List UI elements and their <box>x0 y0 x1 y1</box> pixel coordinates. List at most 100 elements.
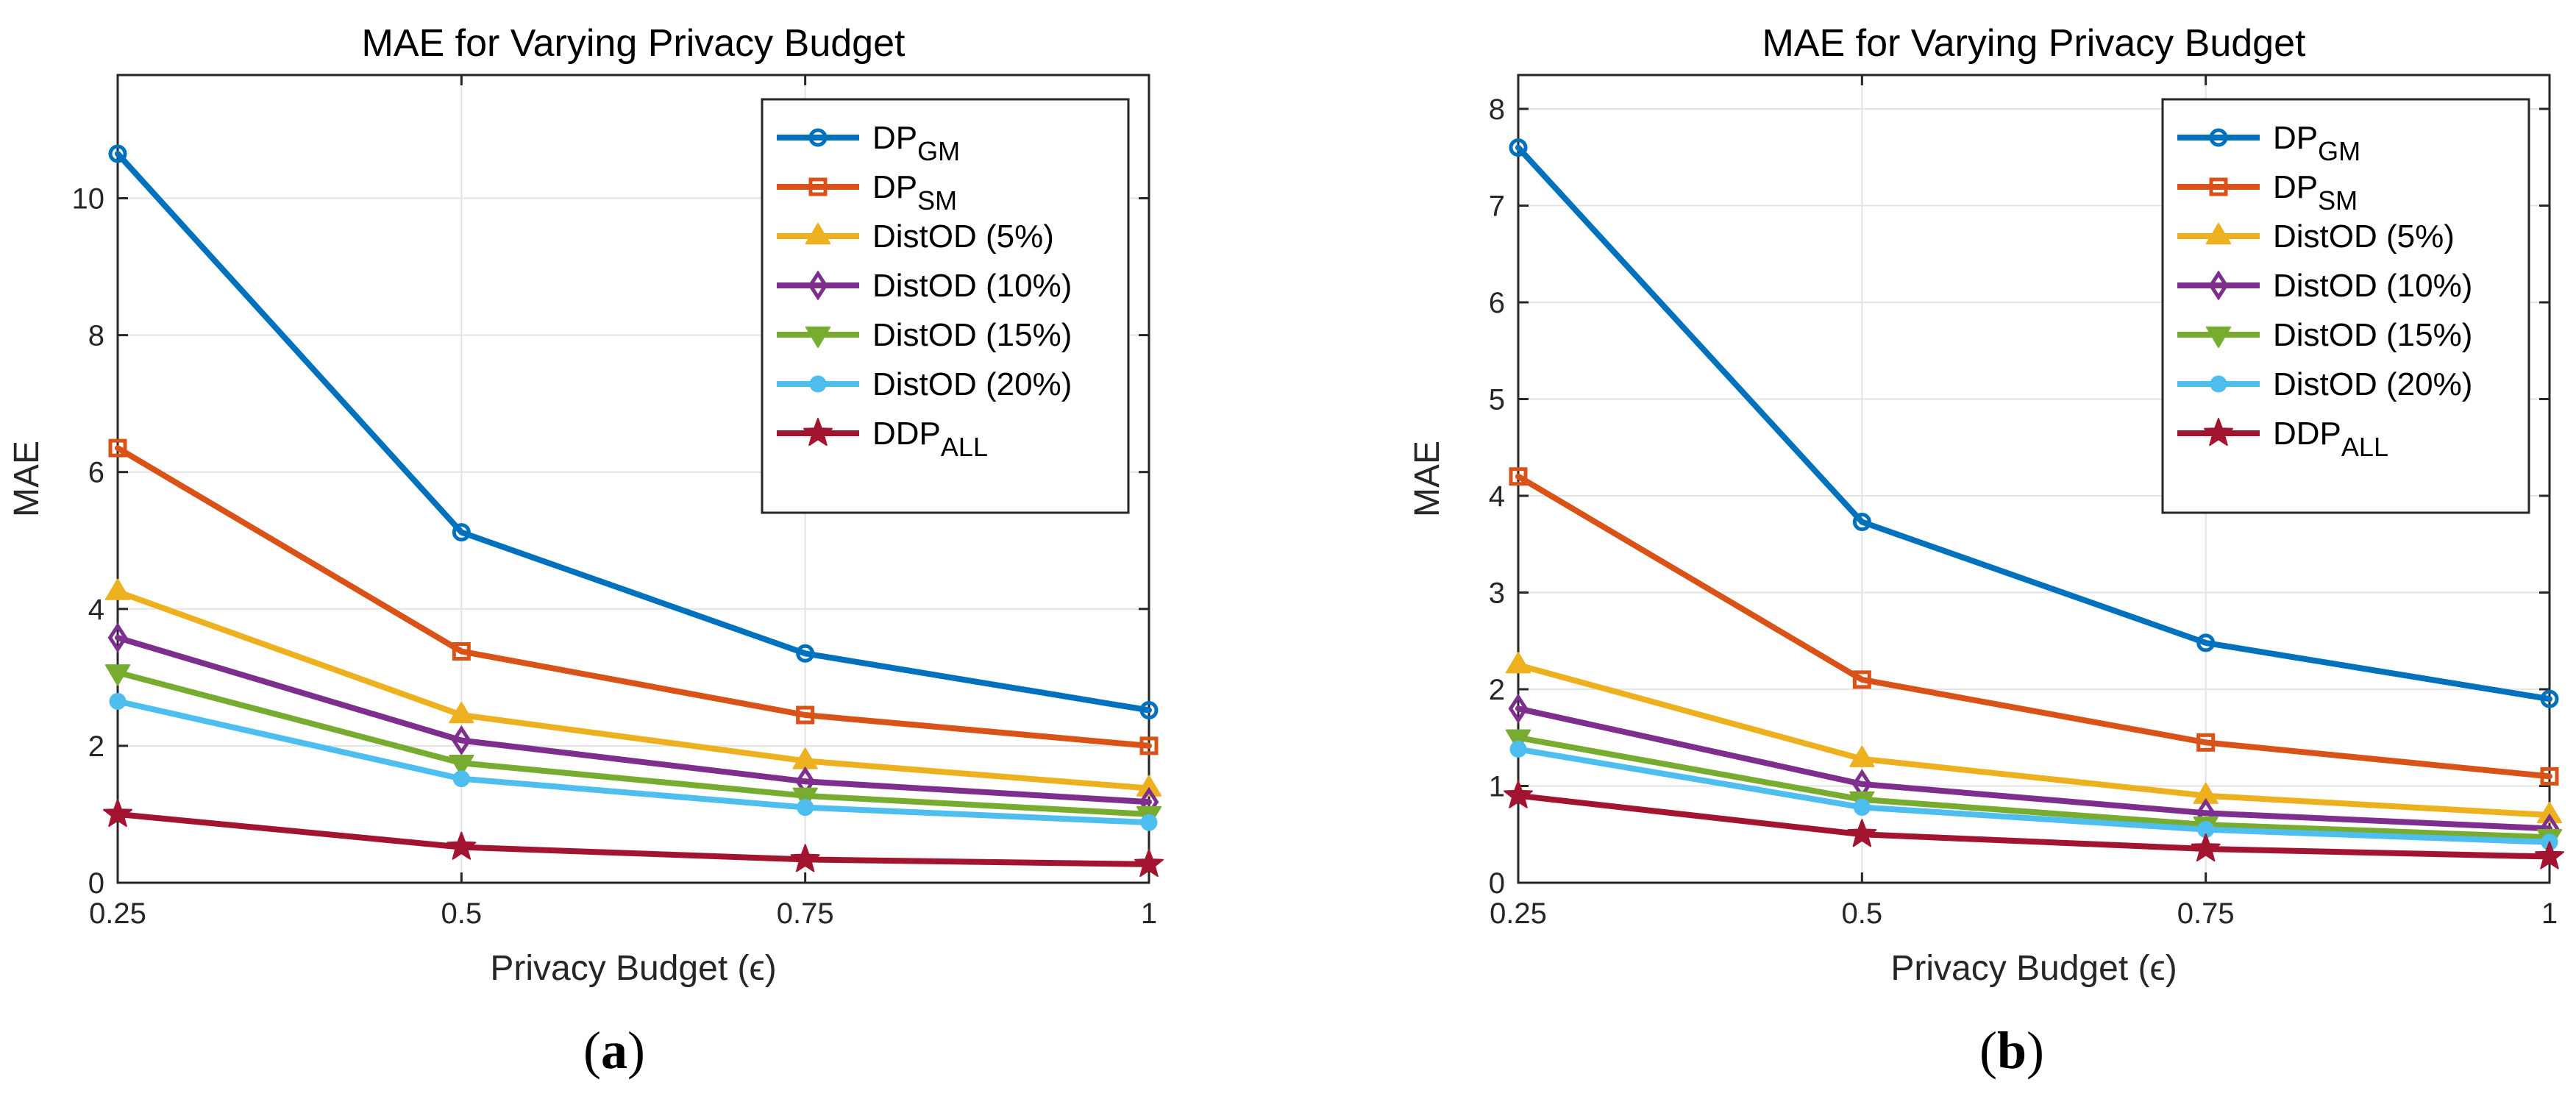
chart-a-legend-subscript-1: SM <box>917 185 957 216</box>
chart-a-data-point-3-0 <box>107 622 128 653</box>
chart-b-data-point-5-0 <box>1509 741 1527 758</box>
chart-a-series-1 <box>108 438 1159 755</box>
chart-a-data-point-3-1 <box>451 725 472 756</box>
chart-b: 0.25 0.5 0.75 1 0 1 2 3 4 5 6 7 8 MAE for Varying Pri… <box>1408 22 2564 1080</box>
chart-b-legend-marker-6 <box>2204 418 2233 447</box>
chart-a-x-tick-label: 1 <box>1141 897 1157 930</box>
chart-b-y-tick-label: 0 <box>1489 867 1505 900</box>
chart-b-title: MAE for Varying Privacy Budget <box>1762 22 2306 65</box>
chart-b-series-line-4 <box>1515 734 2552 841</box>
chart-a-legend-label-3: DistOD (10%) <box>872 268 1072 304</box>
chart-a-x-tick-label: 0.25 <box>89 897 146 930</box>
chart-b-x-tick-label: 0.75 <box>2177 897 2235 930</box>
chart-b-legend-subscript-1: SM <box>2318 185 2358 216</box>
chart-b-x-tick-label: 1 <box>2541 897 2558 930</box>
chart-b-data-point-2-0 <box>1505 652 1531 674</box>
chart-b-data-point-2-1 <box>1849 745 1875 767</box>
chart-a-legend-marker-4 <box>805 326 831 348</box>
chart-a-series-6 <box>103 798 1164 878</box>
chart-b-legend-subscript-0: GM <box>2318 136 2360 166</box>
chart-a-data-point-5-1 <box>452 770 470 788</box>
chart-b-data-point-3-0 <box>1508 693 1529 724</box>
chart-b-legend-label-2: DistOD (5%) <box>2273 218 2455 255</box>
chart-a-legend-label-5: DistOD (20%) <box>872 366 1072 402</box>
chart-a-legend-marker-0 <box>808 128 828 147</box>
chart-a-legend-marker-2 <box>805 223 831 245</box>
chart-b-legend-marker-4 <box>2205 326 2232 348</box>
chart-b-data-point-0-0 <box>1509 138 1528 157</box>
chart-b-data-point-0-1 <box>1852 513 1871 532</box>
chart-a-x-axis-label: Privacy Budget (ϵ) <box>490 949 776 988</box>
chart-a-legend-marker-6 <box>803 418 833 447</box>
chart-a-series-line-4 <box>115 669 1152 817</box>
chart-b-data-point-1-2 <box>2196 733 2216 752</box>
chart-b-series-line-5 <box>1515 746 2552 845</box>
chart-a-x-tick-label: 0.75 <box>777 897 834 930</box>
chart-a-x-tick-label: 0.5 <box>441 897 483 930</box>
chart-a-data-point-5-2 <box>797 799 814 817</box>
chart-b-series-line-2 <box>1515 662 2552 818</box>
chart-b-series-2 <box>1505 652 2563 824</box>
chart-a-data-point-6-0 <box>103 798 132 828</box>
chart-b-series-line-3 <box>1515 705 2552 832</box>
chart-b-y-tick-label: 1 <box>1489 771 1505 803</box>
chart-b-data-point-1-1 <box>1852 670 1871 689</box>
chart-b-legend-marker-3 <box>2208 270 2229 301</box>
chart-b-legend-box <box>2161 98 2530 514</box>
chart-a-legend-subscript-0: GM <box>917 136 960 166</box>
chart-a-data-point-4-2 <box>792 787 818 809</box>
chart-b-y-tick-label: 2 <box>1489 674 1505 706</box>
chart-a-legend-box <box>761 98 1130 514</box>
chart-b-legend-label-5: DistOD (20%) <box>2273 366 2472 402</box>
chart-b-y-tick-label: 7 <box>1489 191 1505 223</box>
chart-a-data-point-6-3 <box>1134 848 1164 878</box>
chart-a-data-point-0-2 <box>796 644 815 663</box>
chart-a-data-point-1-3 <box>1139 736 1159 755</box>
chart-a-y-axis-label: MAE <box>7 441 46 517</box>
chart-b-legend-subscript-6: ALL <box>2341 432 2388 462</box>
chart-a-series-line-3 <box>115 634 1152 805</box>
chart-b-data-point-1-3 <box>2540 767 2559 786</box>
chart-a-series-4 <box>104 664 1162 828</box>
chart-b-y-tick-label: 8 <box>1489 93 1505 126</box>
chart-b-series-1 <box>1509 467 2559 786</box>
chart-a-legend-label-4: DistOD (15%) <box>872 317 1072 353</box>
chart-a-y-tick-label: 10 <box>72 182 105 215</box>
chart-b-legend-marker-0 <box>2209 128 2228 147</box>
chart-b-data-point-6-3 <box>2535 841 2564 869</box>
chart-a-legend-label-2: DistOD (5%) <box>872 218 1054 255</box>
chart-a-axes-box <box>116 74 1150 884</box>
chart-b-data-point-4-0 <box>1505 729 1531 751</box>
chart-a-data-point-1-1 <box>452 641 471 661</box>
chart-b-legend-label-3: DistOD (10%) <box>2273 268 2472 304</box>
chart-a-data-point-5-3 <box>1140 814 1158 831</box>
chart-a-series-line-6 <box>115 811 1152 867</box>
chart-a-data-point-2-3 <box>1136 775 1162 797</box>
chart-a-data-point-2-0 <box>104 578 131 600</box>
chart-b-data-point-6-0 <box>1504 780 1533 808</box>
chart-a-data-point-2-1 <box>449 702 474 724</box>
chart-a-legend-subscript-6: ALL <box>941 432 988 462</box>
chart-b-x-axis-label: Privacy Budget (ϵ) <box>1890 949 2177 988</box>
chart-a-data-point-6-2 <box>790 844 820 872</box>
chart-b-series-0 <box>1509 138 2559 708</box>
chart-b-data-point-5-1 <box>1853 798 1871 816</box>
chart-a-legend-marker-5 <box>809 375 827 393</box>
chart-a-title: MAE for Varying Privacy Budget <box>362 22 905 65</box>
chart-a-y-tick-label: 0 <box>88 867 104 900</box>
chart-a-y-tick-label: 6 <box>88 457 104 489</box>
chart-b-y-tick-label: 6 <box>1489 287 1505 319</box>
chart-b-panel-label: (b) <box>1979 1021 2044 1080</box>
chart-b-legend-marker-1 <box>2209 177 2228 196</box>
chart-b-y-tick-label: 4 <box>1489 480 1505 513</box>
chart-b-series-line-0 <box>1515 144 2552 703</box>
chart-b-data-point-6-2 <box>2191 833 2221 862</box>
chart-a-data-point-4-1 <box>449 754 474 777</box>
chart-a-data-point-6-1 <box>446 831 477 860</box>
chart-b-legend-marker-2 <box>2205 223 2232 245</box>
chart-a-series-line-0 <box>115 151 1152 714</box>
chart-b-y-tick-label: 3 <box>1489 577 1505 610</box>
chart-a-series-0 <box>108 144 1159 720</box>
